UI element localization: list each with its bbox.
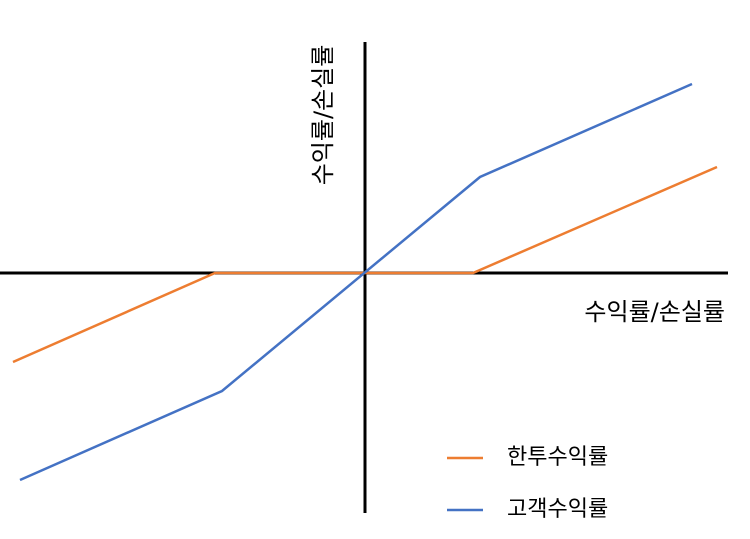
legend-label: 고객수익률 [507,497,608,522]
series-line [19,82,693,482]
y-axis-label: 수익률/손실률 [309,45,337,186]
legend-label: 한투수익률 [507,445,608,470]
series-line [12,165,718,364]
x-axis-label: 수익률/손실률 [584,298,725,326]
